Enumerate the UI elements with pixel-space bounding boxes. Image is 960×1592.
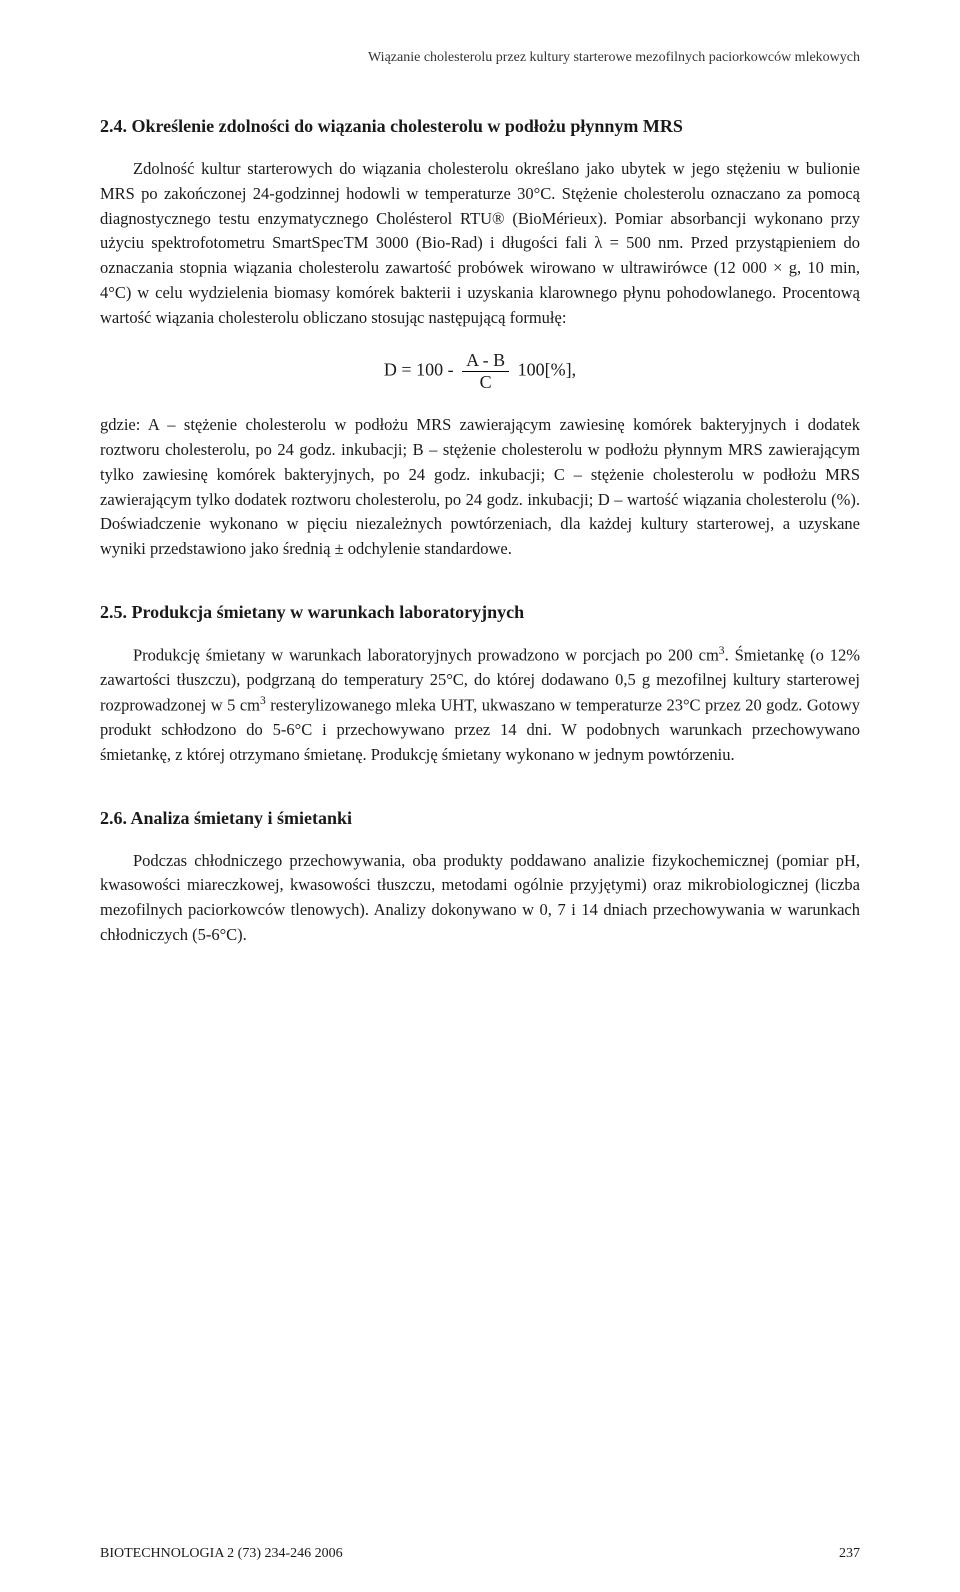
footer-journal: BIOTECHNOLOGIA 2 (73) 234-246 2006 [100, 1546, 343, 1562]
formula-numerator: A - B [462, 350, 509, 372]
running-header: Wiązanie cholesterolu przez kultury star… [100, 50, 860, 66]
formula-denominator: C [462, 372, 509, 393]
footer-page-number: 237 [839, 1546, 860, 1562]
page-footer: BIOTECHNOLOGIA 2 (73) 234-246 2006 237 [100, 1546, 860, 1562]
text-span: Produkcję śmietany w warunkach laborator… [133, 645, 719, 664]
formula-lhs: D = 100 - [384, 360, 454, 380]
formula-rhs: 100[%], [518, 360, 576, 380]
section-24-para2: gdzie: A – stężenie cholesterolu w podło… [100, 413, 860, 562]
section-25-para1: Produkcję śmietany w warunkach laborator… [100, 643, 860, 768]
section-25-heading: 2.5. Produkcja śmietany w warunkach labo… [100, 602, 860, 623]
section-26-para1: Podczas chłodniczego przechowywania, oba… [100, 849, 860, 948]
section-24-heading: 2.4. Określenie zdolności do wiązania ch… [100, 116, 860, 137]
formula-fraction: A - B C [462, 350, 509, 393]
section-26-heading: 2.6. Analiza śmietany i śmietanki [100, 808, 860, 829]
section-24-para1: Zdolność kultur starterowych do wiązania… [100, 157, 860, 330]
formula: D = 100 - A - B C 100[%], [100, 350, 860, 393]
